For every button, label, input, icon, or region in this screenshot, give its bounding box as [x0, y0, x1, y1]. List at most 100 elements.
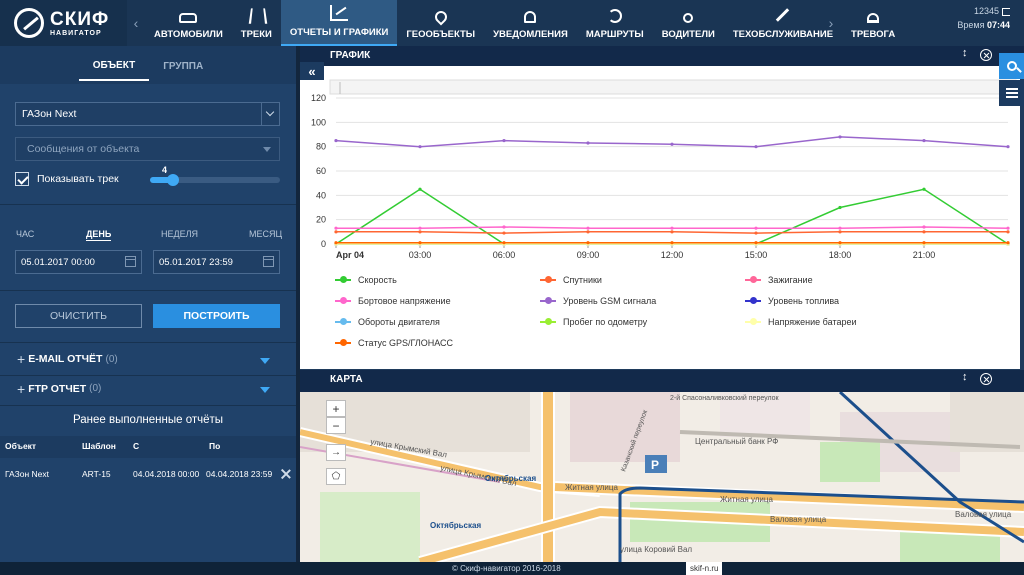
data-point — [838, 230, 842, 234]
period-week[interactable]: НЕДЕЛЯ — [161, 229, 199, 239]
legend-marker — [540, 318, 556, 325]
legend-label: Скорость — [358, 275, 397, 285]
chart-navigator — [329, 79, 1017, 95]
legend-item[interactable]: Напряжение батареи — [745, 317, 857, 327]
x-tick-label: 15:00 — [745, 250, 768, 260]
data-point — [586, 230, 590, 234]
tab-object[interactable]: ОБЪЕКТ — [78, 50, 150, 81]
site-domain[interactable]: skif-n.ru — [686, 562, 723, 575]
delete-report-icon[interactable] — [280, 468, 292, 480]
measure-line-tool[interactable]: → — [326, 444, 346, 461]
legend-item[interactable]: Зажигание — [745, 275, 813, 285]
nav-item-8[interactable]: ТРЕВОГА — [842, 0, 904, 46]
map-view[interactable]: P улица Крымский Вал улица Крымский Вал … — [300, 392, 1024, 562]
nav-item-2[interactable]: ОТЧЕТЫ И ГРАФИКИ — [280, 0, 398, 46]
date-from-field[interactable]: 05.01.2017 00:00 — [15, 250, 142, 274]
clear-button[interactable]: ОЧИСТИТЬ — [15, 304, 142, 328]
period-month[interactable]: МЕСЯЦ — [249, 229, 283, 239]
expand-arrow-icon[interactable] — [260, 387, 270, 393]
nav-item-1[interactable]: ТРЕКИ — [232, 0, 281, 46]
ftp-report-section[interactable]: + FTP ОТЧЕТ (0) — [0, 372, 296, 406]
column-object: Объект — [5, 441, 37, 451]
legend-item[interactable]: Уровень топлива — [745, 296, 839, 306]
legend-marker — [335, 318, 351, 325]
collapse-panel-button[interactable]: « — [300, 62, 324, 80]
close-icon[interactable] — [980, 373, 992, 385]
zoom-out-button[interactable]: − — [326, 417, 346, 434]
legend-label: Спутники — [563, 275, 602, 285]
period-hour[interactable]: ЧАС — [16, 229, 35, 239]
logo-icon — [14, 8, 44, 38]
panel-scrollbar[interactable] — [296, 46, 300, 562]
map-panel-header: КАРТА — [300, 370, 1024, 392]
legend-item[interactable]: Бортовое напряжение — [335, 296, 451, 306]
messages-select-placeholder: Сообщения от объекта — [27, 143, 140, 155]
nav-item-0[interactable]: АВТОМОБИЛИ — [145, 0, 232, 46]
nav-item-label: УВЕДОМЛЕНИЯ — [493, 29, 568, 40]
data-point — [334, 241, 338, 245]
period-day[interactable]: ДЕНЬ — [86, 229, 112, 241]
chart: 0 20 40 60 80 100 120 Apr 04 03:00 06:00 09:00 12:0… — [300, 66, 1020, 369]
data-point — [670, 230, 674, 234]
nav-prev-button[interactable]: ‹ — [133, 15, 139, 31]
tab-group[interactable]: ГРУППА — [163, 60, 204, 72]
x-tick-label: 21:00 — [913, 250, 936, 260]
data-point — [922, 225, 926, 229]
user-id[interactable]: 12345 — [973, 6, 999, 16]
row-to: 04.04.2018 23:59 — [206, 469, 273, 479]
legend-label: Зажигание — [768, 275, 813, 285]
nav-item-3[interactable]: ГЕООБЪЕКТЫ — [397, 0, 484, 46]
date-to-field[interactable]: 05.01.2017 23:59 — [153, 250, 280, 274]
nav-item-4[interactable]: УВЕДОМЛЕНИЯ — [484, 0, 577, 46]
email-report-label: E-MAIL ОТЧЁТ — [28, 353, 103, 365]
data-point — [502, 225, 506, 229]
legend-label: Бортовое напряжение — [358, 296, 451, 306]
search-icon — [1006, 61, 1017, 71]
logo[interactable]: СКИФ НАВИГАТОР — [0, 0, 127, 46]
messages-select[interactable]: Сообщения от объекта — [15, 137, 280, 161]
legend-item[interactable]: Спутники — [540, 275, 602, 285]
calendar-icon[interactable] — [125, 256, 136, 267]
object-select[interactable]: ГАЗон Next — [15, 102, 280, 126]
search-button[interactable] — [999, 53, 1024, 79]
build-button[interactable]: ПОСТРОИТЬ — [153, 304, 280, 328]
calendar-icon[interactable] — [263, 256, 274, 267]
resize-icon[interactable] — [962, 47, 972, 61]
legend-item[interactable]: Скорость — [335, 275, 397, 285]
show-track-checkbox[interactable] — [15, 172, 29, 186]
email-report-count: (0) — [105, 353, 118, 365]
legend-item[interactable]: Обороты двигателя — [335, 317, 440, 327]
nav-next-button[interactable]: › — [828, 15, 834, 31]
zoom-in-button[interactable]: + — [326, 400, 346, 417]
data-point — [754, 145, 758, 149]
nav-item-7[interactable]: ТЕХОБСЛУЖИВАНИЕ — [724, 0, 842, 46]
email-report-section[interactable]: + E-MAIL ОТЧЁТ (0) — [0, 342, 296, 376]
map-label-street: улица Коровий Вал — [620, 545, 692, 554]
nav-item-label: АВТОМОБИЛИ — [154, 29, 223, 40]
legend-item[interactable]: Статус GPS/ГЛОНАСС — [335, 338, 453, 348]
chevron-down-icon — [265, 107, 275, 117]
nav-item-6[interactable]: ВОДИТЕЛИ — [653, 0, 724, 46]
data-point — [838, 226, 842, 230]
track-slider-value: 4 — [162, 165, 168, 175]
track-slider[interactable] — [150, 174, 280, 186]
close-icon[interactable] — [980, 49, 992, 61]
logo-subtitle: НАВИГАТОР — [50, 29, 102, 37]
legend-item[interactable]: Уровень GSM сигнала — [540, 296, 656, 306]
date-to-value: 05.01.2017 23:59 — [159, 257, 233, 268]
data-point — [502, 241, 506, 245]
menu-button[interactable] — [999, 80, 1024, 106]
polygon-tool[interactable]: ⬠ — [326, 468, 346, 485]
nav-item-5[interactable]: МАРШРУТЫ — [577, 0, 653, 46]
legend-item[interactable]: Пробег по одометру — [540, 317, 647, 327]
data-point — [1006, 241, 1010, 245]
expand-arrow-icon[interactable] — [260, 358, 270, 364]
nav-item-label: ГЕООБЪЕКТЫ — [406, 29, 476, 40]
y-tick-label: 0 — [321, 239, 326, 249]
table-row[interactable]: ГАЗон Next ART-15 04.04.2018 00:00 04.04… — [0, 464, 296, 486]
resize-icon[interactable] — [962, 371, 972, 385]
logout-icon[interactable] — [1002, 7, 1010, 16]
data-point — [670, 241, 674, 245]
track-slider-handle[interactable] — [167, 174, 180, 186]
nav-item-label: ТЕХОБСЛУЖИВАНИЕ — [732, 29, 834, 40]
